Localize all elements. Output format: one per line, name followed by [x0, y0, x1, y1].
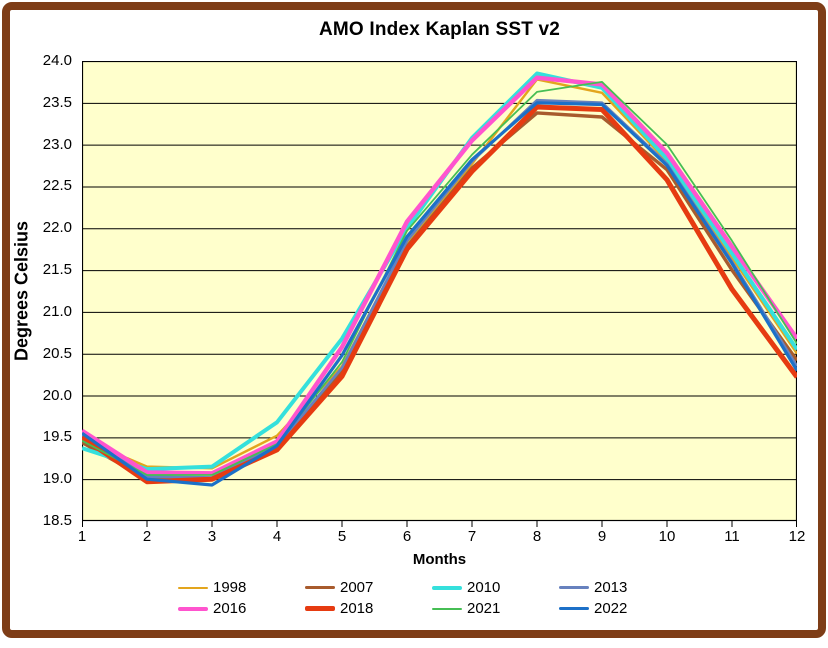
x-tick-label: 3 — [207, 528, 217, 545]
legend-item-2018: 2018 — [287, 598, 414, 619]
plot-background — [82, 61, 797, 521]
legend-item-2022: 2022 — [541, 598, 668, 619]
x-tick-label: 8 — [532, 528, 542, 545]
legend-swatch-2007 — [305, 586, 335, 589]
legend-item-2010: 2010 — [414, 577, 541, 598]
series-line-2022 — [81, 101, 799, 487]
y-tick-label: 22.0 — [42, 219, 72, 237]
legend-label: 2021 — [467, 600, 501, 617]
legend-item-2016: 2016 — [160, 598, 287, 619]
legend-swatch-2010 — [432, 585, 462, 590]
x-tick-label: 1 — [77, 528, 87, 545]
y-tick-label: 19.0 — [42, 470, 72, 488]
y-axis-title: Degrees Celsius — [11, 220, 32, 362]
legend-label: 2018 — [340, 600, 374, 617]
x-tick-label: 7 — [467, 528, 477, 545]
series-line-2021 — [81, 80, 798, 476]
legend-label: 2007 — [340, 579, 374, 596]
legend-label: 2013 — [594, 579, 628, 596]
y-tick-label: 24.0 — [42, 52, 72, 69]
legend: 1998 2007 2010 2013 2016 2018 2021 2022 — [160, 577, 668, 619]
legend-swatch-2022 — [559, 607, 589, 610]
plot-svg — [80, 60, 800, 527]
x-tick-label: 5 — [337, 528, 347, 545]
x-tick-label: 9 — [597, 528, 607, 545]
legend-swatch-2016 — [178, 606, 208, 611]
legend-swatch-2018 — [305, 606, 335, 611]
y-tick-label: 21.5 — [42, 261, 72, 279]
legend-label: 2022 — [594, 600, 628, 617]
legend-item-1998: 1998 — [160, 577, 287, 598]
x-tick-label: 4 — [272, 528, 282, 545]
plot-border — [81, 60, 798, 522]
x-tick-label: 12 — [788, 528, 806, 545]
x-axis-title: Months — [412, 551, 467, 568]
legend-item-2013: 2013 — [541, 577, 668, 598]
y-tick-label: 21.0 — [42, 302, 72, 320]
y-tick-label: 20.0 — [42, 386, 72, 404]
y-tick-label: 23.5 — [42, 93, 72, 111]
y-tick-label: 19.5 — [42, 428, 72, 446]
series-line-2018 — [80, 104, 800, 485]
legend-label: 2010 — [467, 579, 501, 596]
legend-label: 1998 — [213, 579, 247, 596]
legend-label: 2016 — [213, 600, 247, 617]
legend-item-2021: 2021 — [414, 598, 541, 619]
legend-item-2007: 2007 — [287, 577, 414, 598]
x-tick-label: 6 — [402, 528, 412, 545]
plot-area — [80, 60, 800, 531]
y-tick-label: 23.0 — [42, 135, 72, 153]
y-tick-label: 18.5 — [42, 512, 72, 529]
legend-swatch-1998 — [178, 586, 208, 589]
y-tick-label: 22.5 — [42, 177, 72, 195]
chart-title: AMO Index Kaplan SST v2 — [318, 19, 561, 40]
y-tick-label: 20.5 — [42, 344, 72, 362]
x-tick-label: 11 — [724, 528, 740, 545]
x-tick-label: 10 — [658, 528, 676, 545]
series-line-2016 — [80, 75, 799, 476]
x-tick-label: 2 — [142, 528, 152, 545]
legend-swatch-2013 — [559, 586, 589, 589]
legend-swatch-2021 — [432, 607, 462, 610]
